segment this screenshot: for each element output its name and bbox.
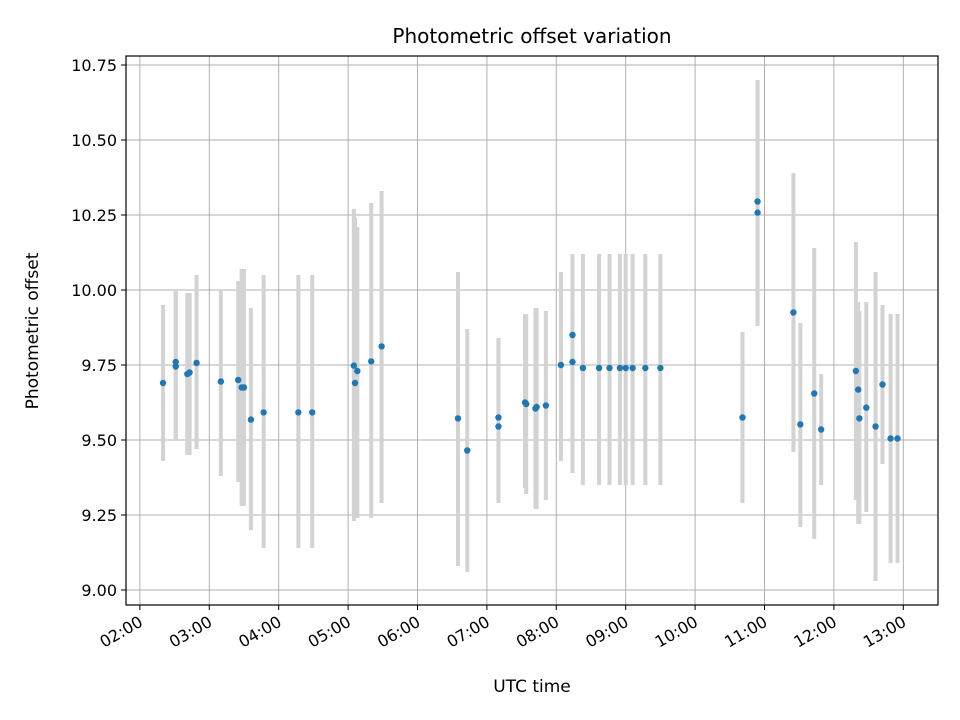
data-point <box>797 421 804 428</box>
data-points <box>159 198 901 454</box>
data-point <box>172 358 179 366</box>
data-point <box>159 379 167 387</box>
plot-frame <box>125 55 939 606</box>
y-tick-label: 10.75 <box>71 56 117 75</box>
data-point <box>887 435 894 442</box>
data-point <box>569 331 576 339</box>
data-point <box>260 409 267 416</box>
data-point <box>454 415 462 422</box>
data-point <box>234 376 242 384</box>
data-point <box>309 409 316 416</box>
data-point <box>894 435 901 442</box>
y-tick-label: 9.25 <box>81 506 117 525</box>
data-point <box>629 364 636 372</box>
data-point <box>872 423 879 430</box>
data-point <box>193 359 200 367</box>
data-point <box>217 378 225 385</box>
data-point <box>642 364 649 372</box>
data-point <box>240 384 248 391</box>
data-point <box>533 403 540 411</box>
y-tick-label: 9.75 <box>81 356 117 375</box>
data-point <box>817 426 825 433</box>
data-point <box>657 364 664 372</box>
data-point <box>464 447 471 454</box>
data-point <box>595 364 603 372</box>
data-point <box>852 367 860 375</box>
data-point <box>351 379 359 387</box>
y-tick-label: 10.00 <box>71 281 117 300</box>
y-tick-label: 9.50 <box>81 431 117 450</box>
data-point <box>495 414 502 421</box>
data-point <box>378 343 385 350</box>
data-point <box>856 415 863 422</box>
data-point <box>863 404 870 411</box>
data-point <box>495 423 502 430</box>
y-tick-label: 9.00 <box>81 581 117 600</box>
data-point <box>622 364 629 372</box>
data-point <box>368 358 375 365</box>
data-point <box>350 362 358 369</box>
data-point <box>606 364 613 372</box>
chart-title: Photometric offset variation <box>392 24 671 48</box>
data-point <box>854 386 862 393</box>
data-point <box>354 367 361 375</box>
data-point <box>186 369 193 376</box>
data-point <box>739 414 746 421</box>
data-point <box>754 209 761 216</box>
data-point <box>295 409 302 416</box>
y-axis-title: Photometric offset <box>23 252 43 409</box>
y-tick-label: 10.25 <box>71 206 117 225</box>
data-point <box>523 400 530 408</box>
data-point <box>542 402 550 409</box>
data-point <box>879 381 886 388</box>
grid-lines <box>126 56 938 605</box>
data-point <box>754 198 761 205</box>
data-point <box>811 390 818 397</box>
data-point <box>616 364 624 372</box>
y-tick-label: 10.50 <box>71 131 117 150</box>
x-axis-title: UTC time <box>493 677 571 697</box>
data-point <box>579 364 587 372</box>
data-point <box>172 363 179 370</box>
data-point <box>557 361 565 369</box>
data-point <box>247 416 255 423</box>
data-point <box>569 358 576 366</box>
y-axis-ticks: 9.00 9.25 9.50 9.75 10.00 10.25 10.50 10.75 <box>71 56 126 600</box>
data-point <box>790 309 797 316</box>
